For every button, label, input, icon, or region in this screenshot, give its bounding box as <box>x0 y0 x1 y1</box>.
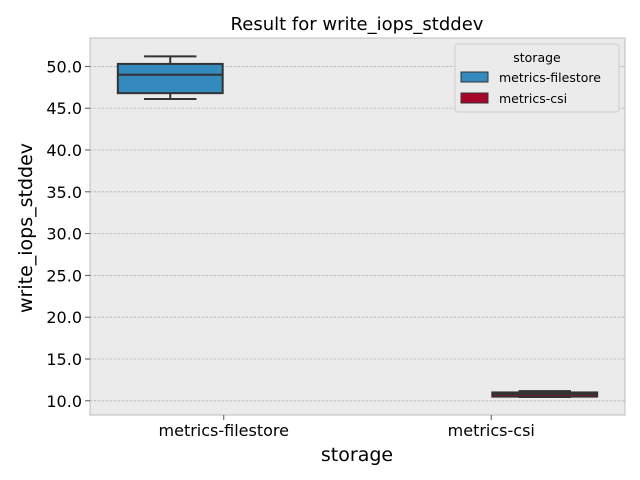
box-metrics-csi <box>491 390 599 399</box>
y-tick-label: 35.0 <box>46 183 82 202</box>
legend-label: metrics-filestore <box>499 70 601 85</box>
box-body <box>116 62 224 95</box>
legend-frame <box>454 43 620 113</box>
y-tick-label: 10.0 <box>46 392 82 411</box>
y-tick-label: 20.0 <box>46 308 82 327</box>
x-tick-label: metrics-csi <box>448 421 535 440</box>
x-tick-label: metrics-filestore <box>159 421 289 440</box>
legend-entries: metrics-filestore metrics-csi <box>460 70 601 106</box>
y-tick-label: 45.0 <box>46 99 82 118</box>
x-ticks: metrics-filestore metrics-csi <box>159 415 535 440</box>
y-tick-label: 50.0 <box>46 57 82 76</box>
legend-title: storage <box>513 50 561 65</box>
x-axis-label: storage <box>321 444 393 466</box>
chart-title: Result for write_iops_stddev <box>231 14 484 35</box>
y-axis-label: write_iops_stddev <box>15 143 37 313</box>
legend-label: metrics-csi <box>499 91 567 106</box>
plot-frame <box>89 37 626 416</box>
y-ticks: 10.0 15.0 20.0 25.0 30.0 35.0 40.0 45.0 50.0 <box>46 57 90 411</box>
legend: storage metrics-filestore metrics-csi <box>454 43 620 113</box>
legend-swatch <box>460 71 489 83</box>
y-tick-label: 15.0 <box>46 350 82 369</box>
y-tick-label: 40.0 <box>46 141 82 160</box>
y-tick-label: 30.0 <box>46 225 82 244</box>
y-tick-label: 25.0 <box>46 266 82 285</box>
legend-swatch <box>460 92 489 104</box>
box-metrics-filestore <box>116 55 224 101</box>
boxes <box>116 55 599 399</box>
